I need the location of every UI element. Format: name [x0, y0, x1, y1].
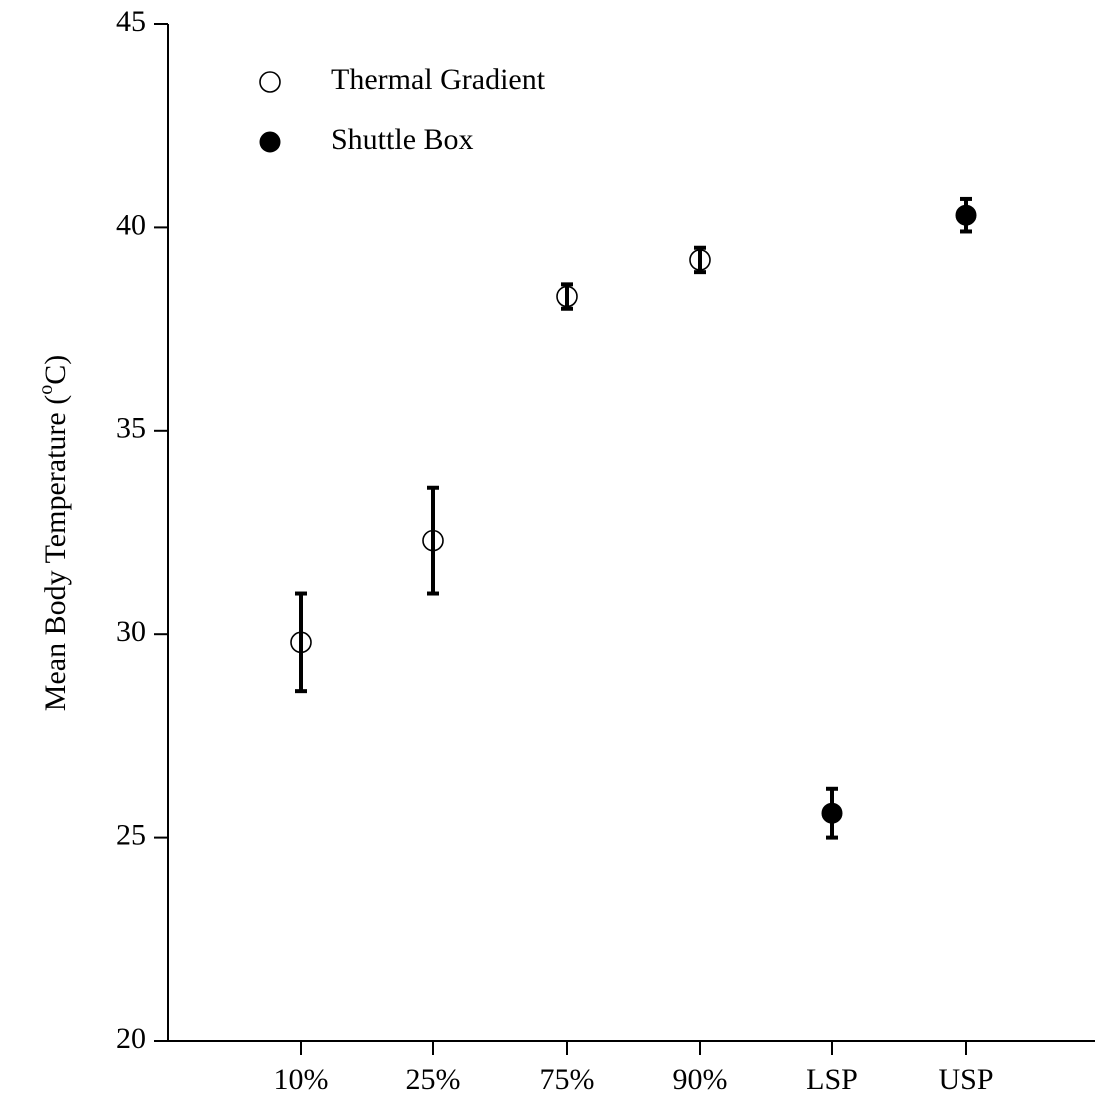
y-axis-label-suffix: C): [39, 355, 72, 385]
error-bar: [561, 282, 573, 311]
x-ticks: 10% 25% 75% 90% LSP USP: [274, 1041, 994, 1096]
x-tick-label: 75%: [540, 1063, 595, 1096]
legend: Thermal Gradient Shuttle Box: [259, 63, 546, 156]
error-bars: [295, 196, 972, 840]
x-tick-label: LSP: [806, 1063, 858, 1096]
y-axis-label: Mean Body Temperature (oC): [35, 355, 72, 711]
y-tick-label: 30: [116, 615, 146, 648]
legend-item: Shuttle Box: [259, 123, 474, 156]
data-points: [290, 204, 977, 824]
thermal-gradient-point: [290, 631, 312, 654]
y-tick-label: 20: [116, 1022, 146, 1055]
shuttle-box-point: [821, 802, 843, 824]
thermal-gradient-point: [689, 249, 711, 271]
thermal-gradient-point: [422, 529, 444, 552]
thermal-gradient-point: [556, 285, 578, 308]
legend-label: Shuttle Box: [331, 123, 474, 156]
x-tick-label: 10%: [274, 1063, 329, 1096]
shuttle-box-point: [955, 204, 977, 226]
y-tick-label: 45: [116, 5, 146, 38]
legend-item: Thermal Gradient: [259, 63, 546, 96]
x-tick-label: USP: [938, 1063, 993, 1096]
y-tick-label: 35: [116, 412, 146, 445]
y-axis-label-main: Mean Body Temperature (: [39, 395, 72, 711]
y-tick-label: 40: [116, 208, 146, 241]
x-tick-label: 25%: [406, 1063, 461, 1096]
legend-marker-open: [259, 71, 281, 93]
y-ticks: 20 25 30 35 40 45: [116, 5, 168, 1055]
y-axis-label-superscript: o: [35, 385, 57, 395]
legend-label: Thermal Gradient: [331, 63, 546, 96]
legend-marker-filled: [259, 131, 281, 153]
axes-layer: [167, 24, 1095, 1042]
x-tick-label: 90%: [673, 1063, 728, 1096]
error-bar: [694, 245, 706, 275]
error-bar: [295, 591, 307, 694]
error-bar: [427, 485, 439, 596]
y-tick-label: 25: [116, 818, 146, 851]
